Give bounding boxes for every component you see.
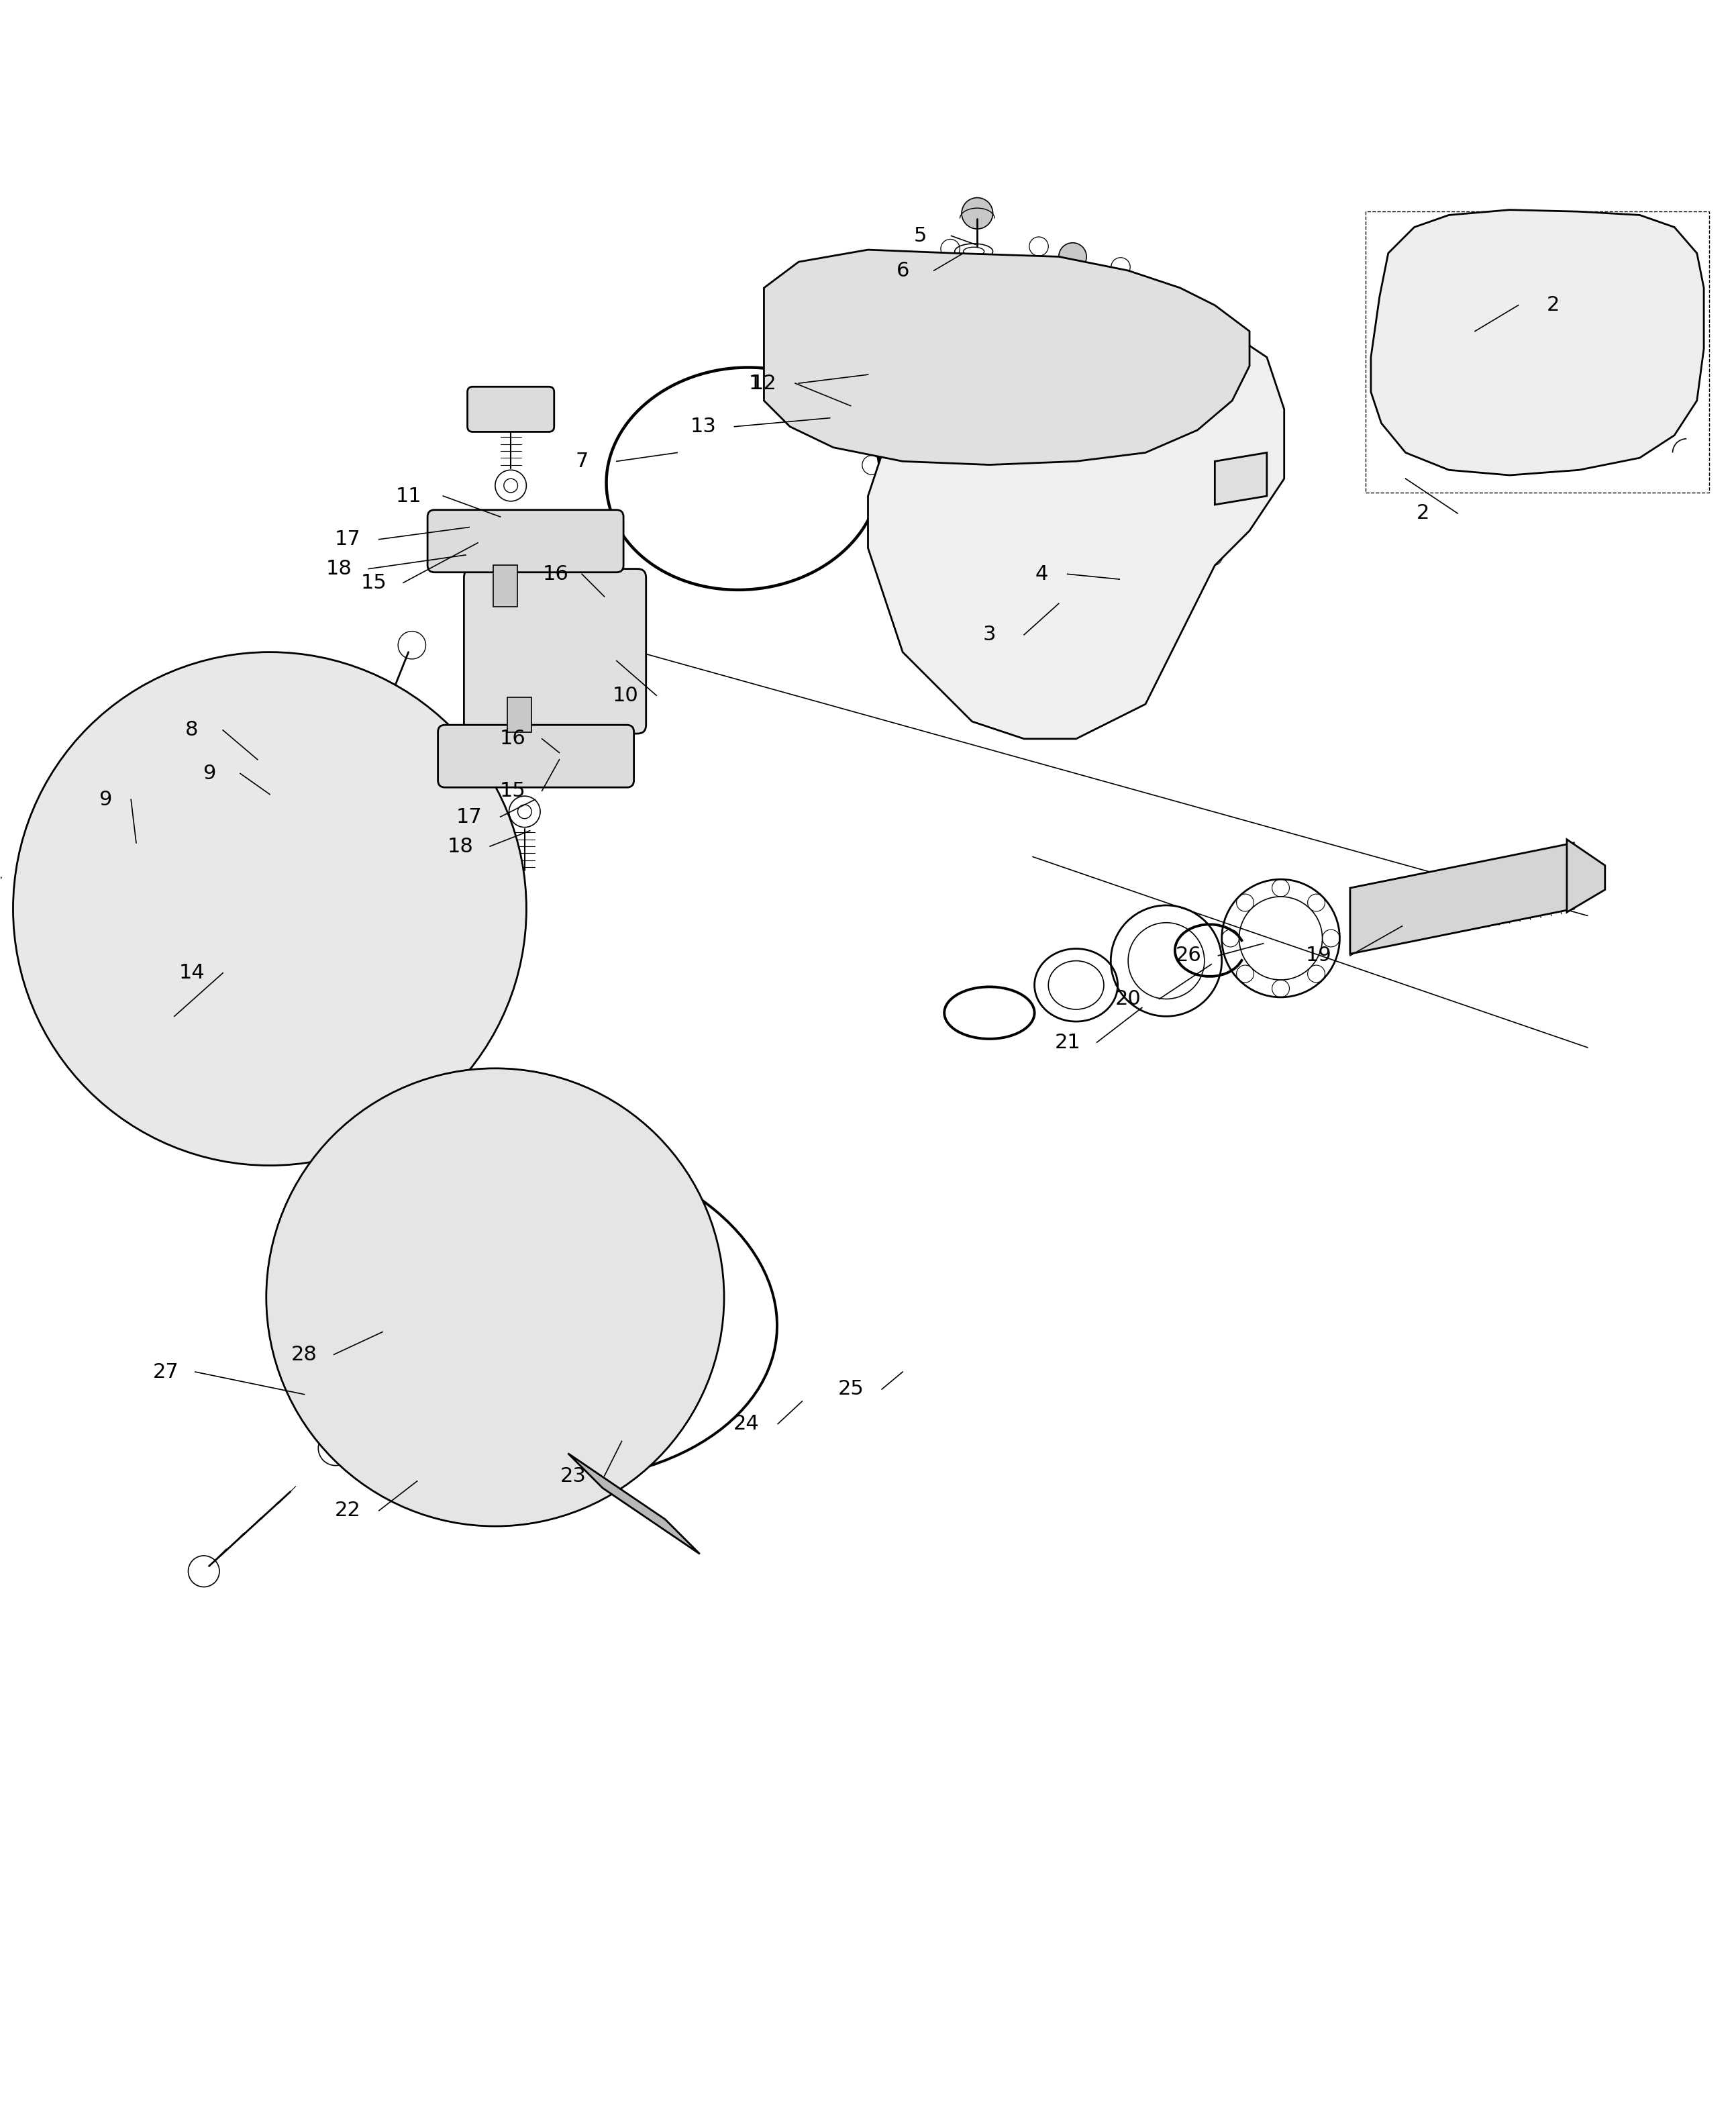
Circle shape bbox=[1082, 561, 1151, 631]
Text: 1: 1 bbox=[748, 374, 762, 393]
Text: 5: 5 bbox=[913, 227, 927, 246]
Text: 12: 12 bbox=[752, 374, 778, 393]
Text: 15: 15 bbox=[361, 574, 387, 593]
Text: 14: 14 bbox=[179, 963, 205, 984]
Text: 17: 17 bbox=[335, 530, 361, 549]
FancyBboxPatch shape bbox=[437, 725, 634, 788]
Text: 11: 11 bbox=[396, 486, 422, 507]
Text: 7: 7 bbox=[575, 452, 589, 471]
Circle shape bbox=[266, 1068, 724, 1526]
Text: 23: 23 bbox=[561, 1467, 587, 1486]
Text: 27: 27 bbox=[153, 1362, 179, 1381]
Text: 3: 3 bbox=[983, 624, 996, 645]
Text: 8: 8 bbox=[186, 721, 198, 740]
Text: 4: 4 bbox=[1035, 563, 1049, 584]
Text: 21: 21 bbox=[1054, 1032, 1080, 1053]
Polygon shape bbox=[493, 565, 517, 607]
Text: 2: 2 bbox=[1417, 504, 1429, 523]
Polygon shape bbox=[955, 322, 1207, 418]
Text: 9: 9 bbox=[203, 763, 215, 784]
Text: 28: 28 bbox=[292, 1345, 318, 1364]
Text: 19: 19 bbox=[1305, 946, 1332, 965]
Text: 26: 26 bbox=[1175, 946, 1201, 965]
Text: 2: 2 bbox=[1547, 296, 1559, 315]
Text: 18: 18 bbox=[448, 837, 474, 856]
Text: 16: 16 bbox=[543, 563, 569, 584]
Polygon shape bbox=[1215, 452, 1267, 504]
Text: 17: 17 bbox=[457, 807, 483, 826]
FancyBboxPatch shape bbox=[464, 570, 646, 734]
Polygon shape bbox=[1351, 843, 1575, 954]
Circle shape bbox=[14, 652, 526, 1165]
Polygon shape bbox=[868, 271, 1285, 738]
Text: 6: 6 bbox=[896, 261, 910, 280]
FancyBboxPatch shape bbox=[467, 387, 554, 431]
Text: 16: 16 bbox=[500, 729, 526, 748]
Circle shape bbox=[962, 198, 993, 229]
Text: 10: 10 bbox=[613, 685, 639, 704]
Polygon shape bbox=[764, 250, 1250, 465]
Polygon shape bbox=[507, 698, 531, 731]
Polygon shape bbox=[568, 1452, 700, 1553]
Circle shape bbox=[1059, 244, 1087, 271]
Text: 13: 13 bbox=[691, 416, 717, 437]
Polygon shape bbox=[1371, 210, 1703, 475]
Polygon shape bbox=[1568, 839, 1606, 912]
FancyBboxPatch shape bbox=[427, 511, 623, 572]
Text: 9: 9 bbox=[99, 790, 111, 809]
Bar bbox=[1366, 212, 1708, 492]
Text: 15: 15 bbox=[500, 782, 526, 801]
Text: 24: 24 bbox=[734, 1415, 760, 1434]
Text: 18: 18 bbox=[326, 559, 352, 578]
Text: 20: 20 bbox=[1115, 990, 1141, 1009]
Text: 22: 22 bbox=[335, 1501, 361, 1520]
Text: 25: 25 bbox=[838, 1379, 865, 1400]
